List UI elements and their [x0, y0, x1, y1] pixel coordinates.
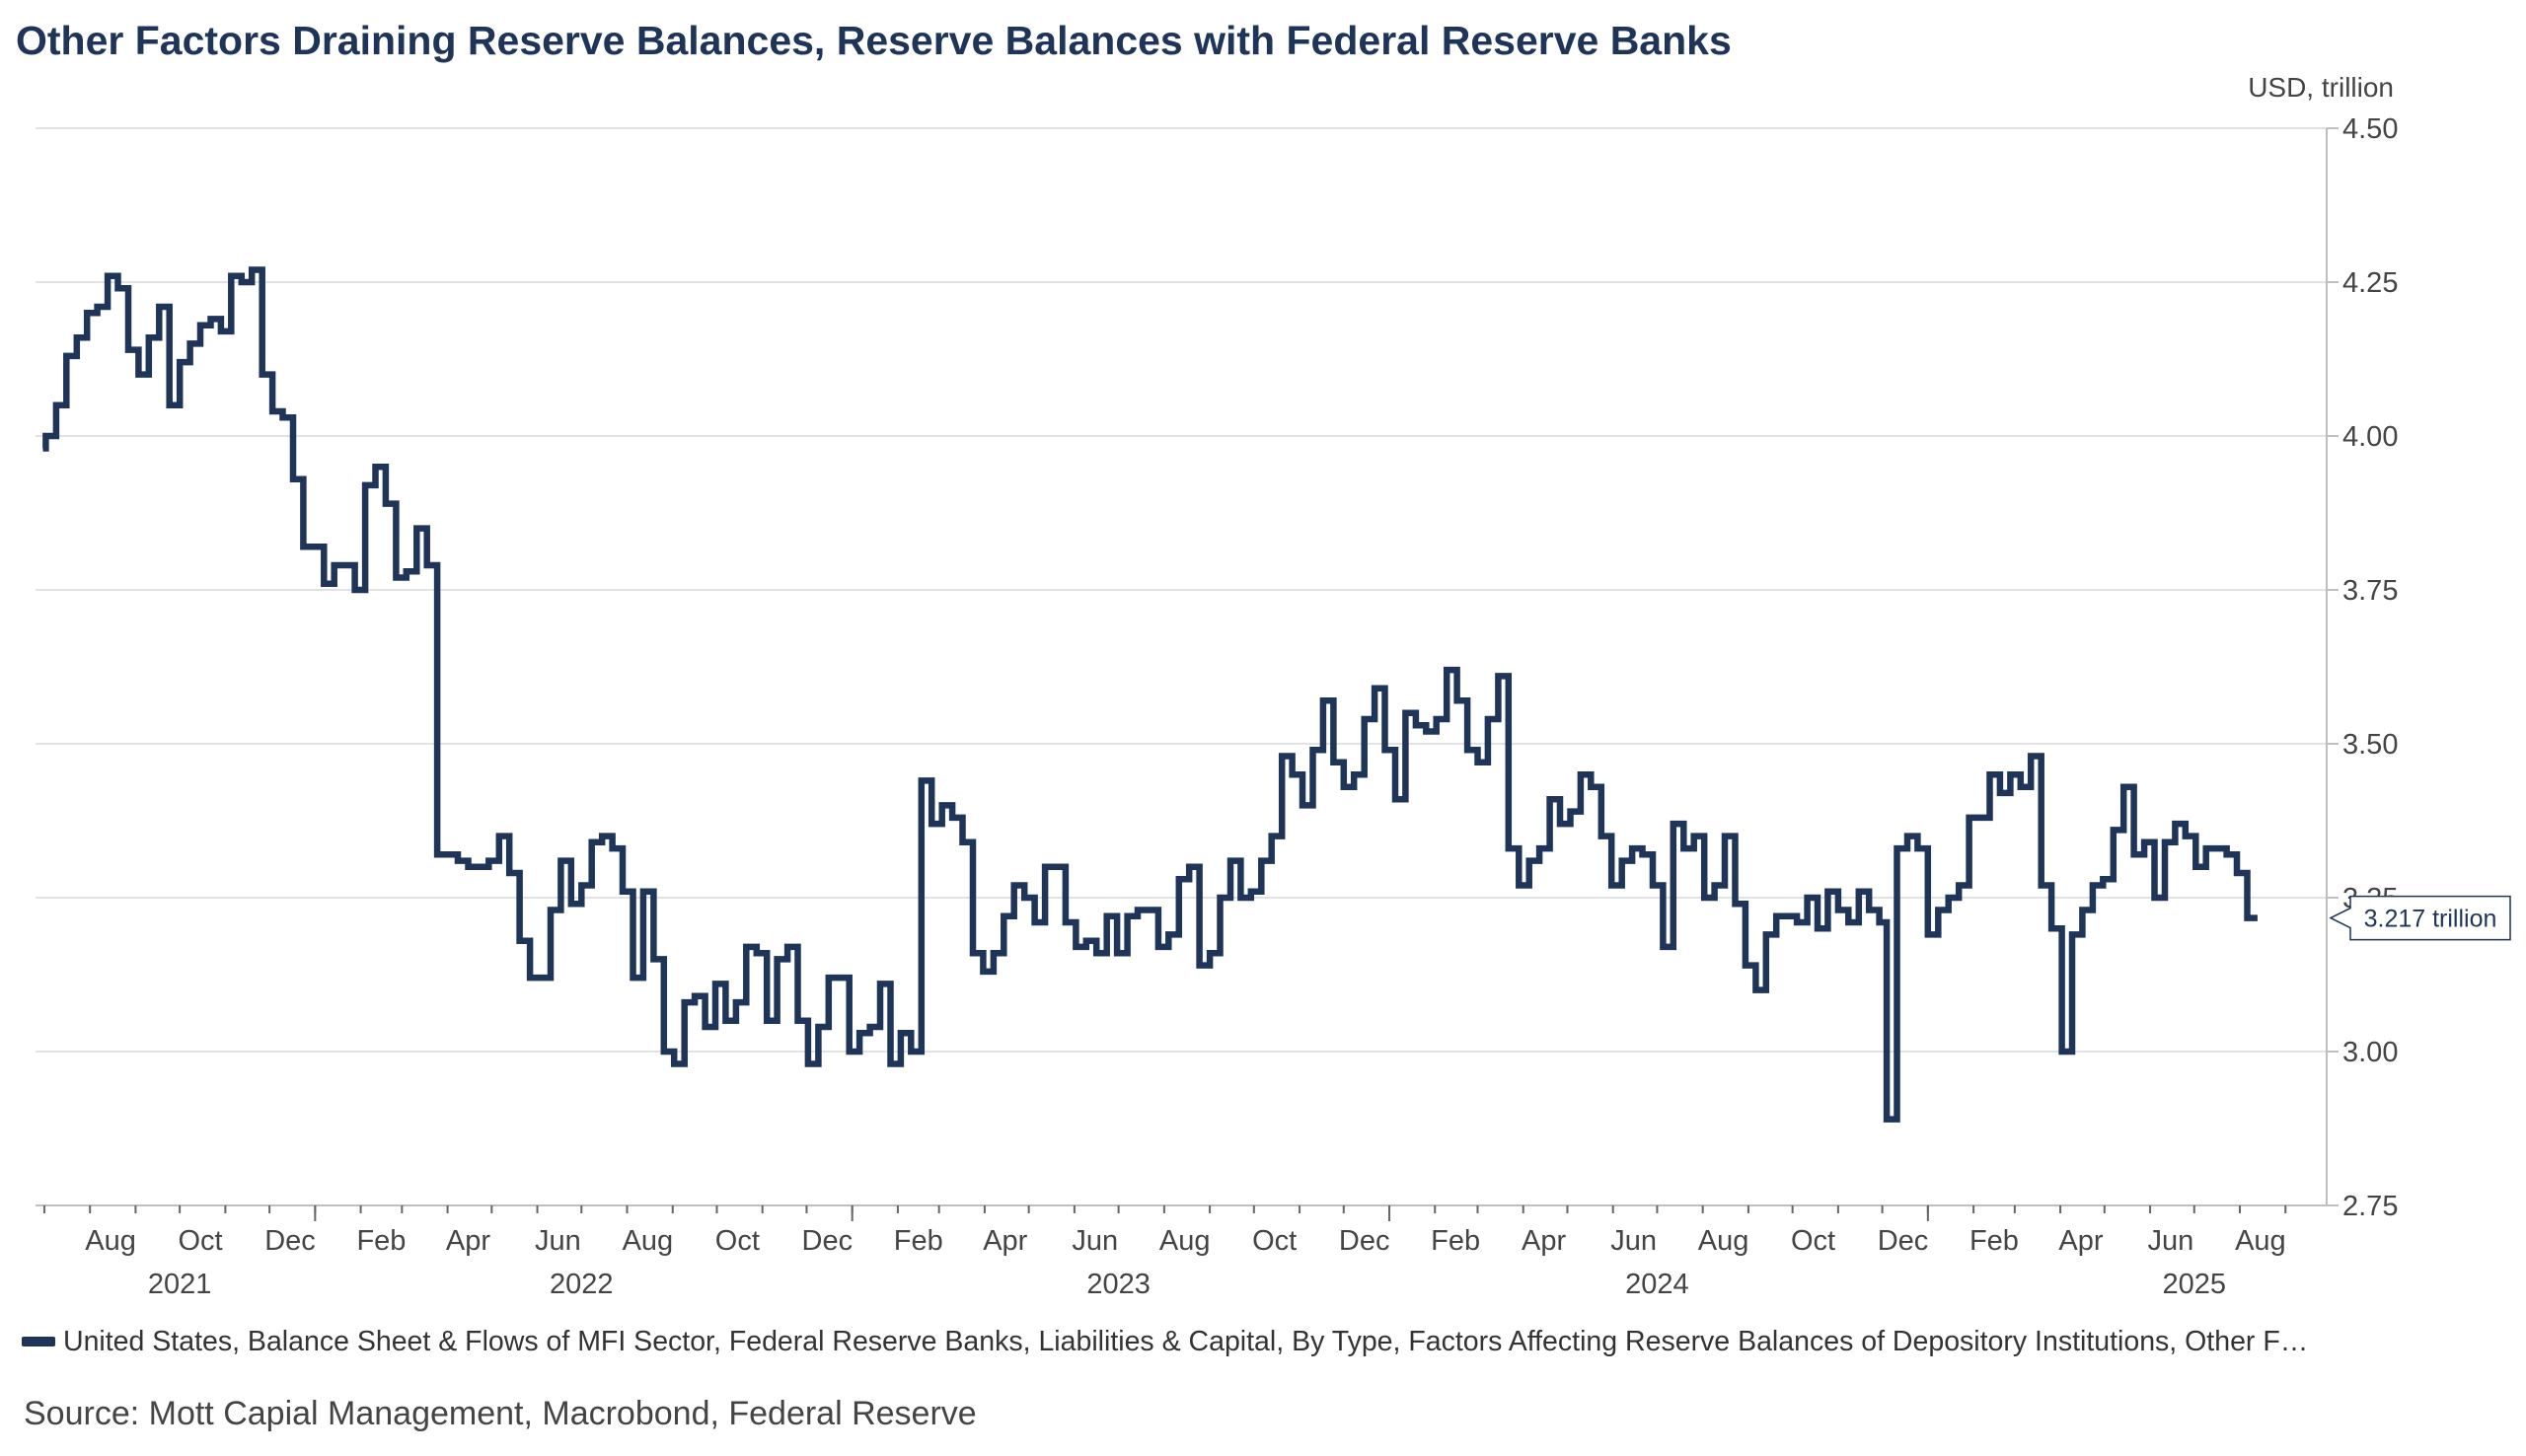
x-month-label: Dec: [1339, 1225, 1390, 1257]
x-month-label: Oct: [178, 1225, 222, 1257]
x-month-label: Jun: [1072, 1225, 1118, 1257]
x-month-label: Apr: [1522, 1225, 1566, 1257]
legend-swatch: [22, 1337, 55, 1347]
chart-title: Other Factors Draining Reserve Balances,…: [16, 18, 1732, 63]
y-tick-label: 4.25: [2342, 267, 2398, 299]
callout-value-label: 3.217 trillion: [2364, 906, 2497, 933]
x-month-label: Jun: [1610, 1225, 1657, 1257]
y-axis-unit-label: USD, trillion: [2248, 72, 2394, 103]
x-month-label: Dec: [264, 1225, 316, 1257]
y-tick-label: 4.50: [2342, 113, 2398, 145]
x-month-label: Apr: [983, 1225, 1027, 1257]
x-year-label: 2025: [2163, 1269, 2227, 1300]
y-tick-label: 3.50: [2342, 729, 2398, 761]
y-tick-label: 3.75: [2342, 575, 2398, 607]
x-month-label: Aug: [623, 1225, 674, 1257]
x-month-label: Aug: [1159, 1225, 1211, 1257]
y-axis-ticks: 2.753.003.253.503.754.004.254.50: [2327, 113, 2398, 1222]
x-axis-ticks: Aug Oct Dec Feb Apr Jun Aug Oct Dec Feb Apr Jun Aug O…: [42, 1205, 2287, 1300]
x-month-label: Dec: [802, 1225, 854, 1257]
x-month-label: Oct: [1791, 1225, 1835, 1257]
x-month-label: Oct: [1252, 1225, 1297, 1257]
series-line-0: [42, 266, 2258, 1123]
callout-box: [2329, 895, 2511, 941]
x-month-label: Jun: [2148, 1225, 2194, 1257]
x-month-label: Apr: [2058, 1225, 2103, 1257]
x-year-label: 2021: [148, 1269, 212, 1300]
x-month-label: Feb: [356, 1225, 406, 1257]
y-tick-label: 4.00: [2342, 421, 2398, 453]
x-month-label: Dec: [1878, 1225, 1929, 1257]
y-tick-label: 3.00: [2342, 1037, 2398, 1068]
x-month-label: Feb: [1969, 1225, 2019, 1257]
y-tick-label: 2.75: [2342, 1191, 2398, 1222]
x-month-label: Feb: [894, 1225, 943, 1257]
x-month-label: Aug: [85, 1225, 136, 1257]
x-month-label: Aug: [1698, 1225, 1749, 1257]
line-chart: USD, trillion 2.753.003.253.503.754.004.…: [36, 72, 2511, 1300]
x-month-label: Oct: [715, 1225, 760, 1257]
x-month-label: Feb: [1431, 1225, 1480, 1257]
legend-entry-label: United States, Balance Sheet & Flows of …: [63, 1325, 2309, 1357]
source-note: Source: Mott Capial Management, Macrobon…: [24, 1395, 977, 1432]
legend: United States, Balance Sheet & Flows of …: [22, 1318, 2508, 1365]
x-year-label: 2024: [1625, 1269, 1689, 1300]
series-layer: [42, 266, 2258, 1123]
x-year-label: 2023: [1086, 1269, 1151, 1300]
x-year-label: 2022: [550, 1269, 614, 1300]
x-month-label: Jun: [535, 1225, 581, 1257]
last-value-callout: 3.217 trillion: [2329, 895, 2511, 941]
x-month-label: Aug: [2235, 1225, 2286, 1257]
x-month-label: Apr: [446, 1225, 490, 1257]
